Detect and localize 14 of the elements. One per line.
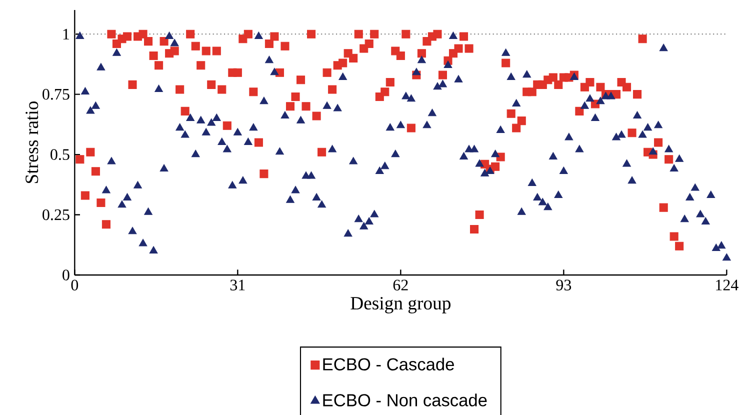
- y-tick-label: 0.75: [42, 88, 70, 100]
- y-tick-label: 1: [63, 28, 70, 40]
- y-tick-label: 0.5: [50, 149, 70, 160]
- y-tick-label: 0.25: [42, 209, 70, 220]
- x-tick-label: 31: [230, 280, 245, 290]
- x-axis-title: Design group: [350, 296, 450, 314]
- y-axis-title: Stress ratio: [26, 101, 38, 183]
- x-tick-label: 93: [556, 280, 572, 290]
- x-tick-label: 62: [393, 280, 408, 290]
- legend-label: ECBO - Cascade: [323, 358, 454, 370]
- legend-label: ECBO - Non cascade: [323, 394, 487, 406]
- x-tick-label: 0: [71, 280, 78, 290]
- y-tick-label: 0: [62, 270, 70, 280]
- x-tick-label: 124: [716, 280, 738, 290]
